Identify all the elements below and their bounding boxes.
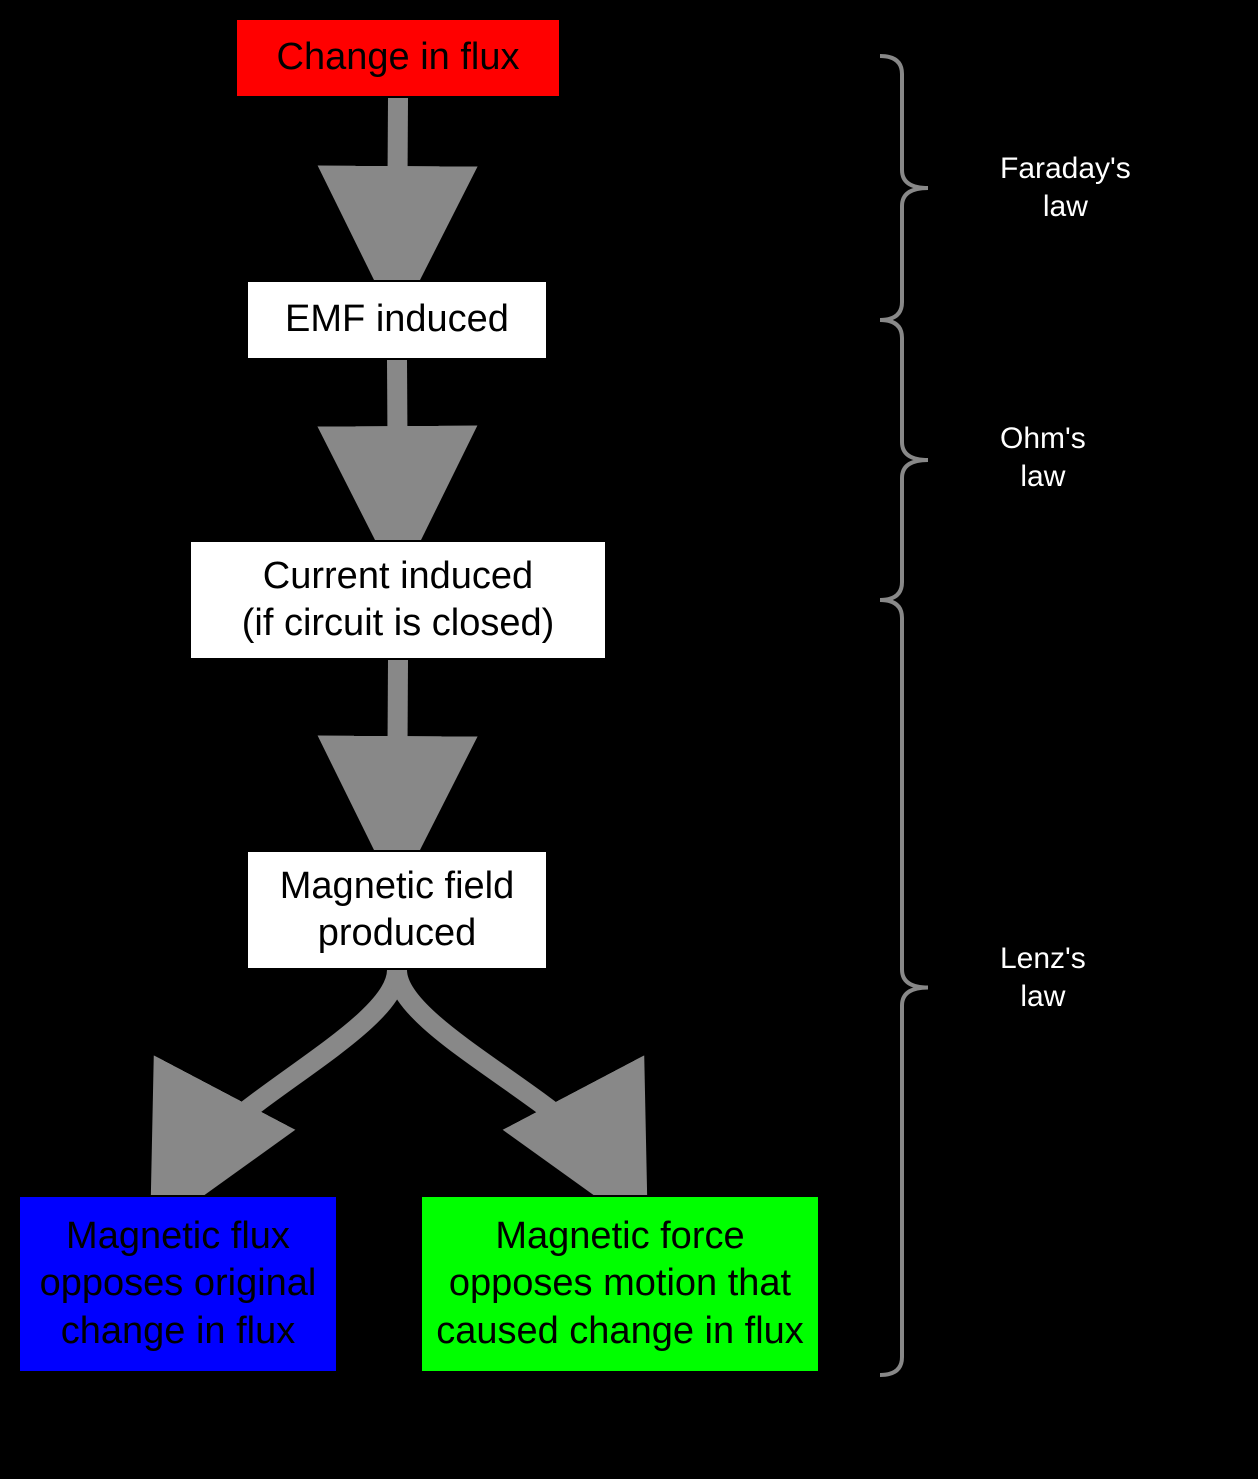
arrow-0 (397, 98, 398, 266)
node-n6: Magnetic forceopposes motion thatcaused … (420, 1195, 820, 1373)
arrow-3 (178, 970, 397, 1181)
bracket-label-2: Lenz'slaw (1000, 940, 1086, 1015)
bracket-label-1: Ohm'slaw (1000, 420, 1086, 495)
node-n5: Magnetic fluxopposes originalchange in f… (18, 1195, 338, 1373)
node-n4: Magnetic fieldproduced (246, 850, 548, 970)
bracket-label-0: Faraday'slaw (1000, 150, 1131, 225)
arrow-1 (397, 360, 398, 526)
node-n1: Change in flux (235, 18, 561, 98)
bracket-2 (880, 600, 928, 1375)
arrow-4 (397, 970, 620, 1181)
bracket-0 (880, 56, 928, 320)
node-label-n5: Magnetic fluxopposes originalchange in f… (40, 1213, 317, 1356)
node-label-n6: Magnetic forceopposes motion thatcaused … (436, 1213, 804, 1356)
node-label-n4: Magnetic fieldproduced (280, 863, 514, 958)
node-label-n2: EMF induced (285, 296, 509, 344)
arrow-2 (397, 660, 398, 836)
node-label-n1: Change in flux (277, 34, 520, 82)
bracket-1 (880, 320, 928, 600)
node-label-n3: Current induced(if circuit is closed) (242, 553, 555, 648)
node-n2: EMF induced (246, 280, 548, 360)
node-n3: Current induced(if circuit is closed) (189, 540, 607, 660)
